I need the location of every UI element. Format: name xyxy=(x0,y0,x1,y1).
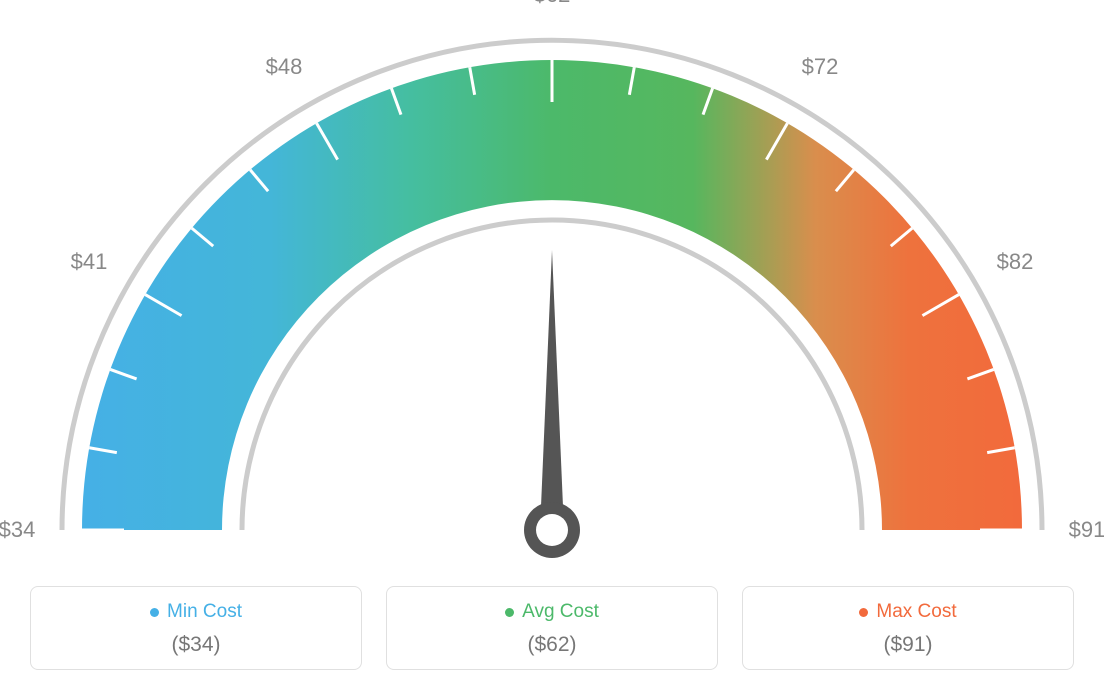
legend-label-max: Max Cost xyxy=(876,601,956,623)
gauge-tick-label: $62 xyxy=(534,0,571,8)
legend-label-min: Min Cost xyxy=(167,601,242,623)
legend-card-avg: Avg Cost ($62) xyxy=(386,586,718,670)
gauge-needle-base-hole xyxy=(536,514,568,546)
legend-value-max: ($91) xyxy=(753,633,1063,657)
gauge-area: $34 $41 $48 $62 $72 $82 $91 xyxy=(0,0,1104,560)
gauge-tick-label: $48 xyxy=(266,54,303,80)
legend-title-avg: Avg Cost xyxy=(505,601,599,623)
gauge-svg xyxy=(0,0,1104,560)
gauge-chart-container: $34 $41 $48 $62 $72 $82 $91 Min Cost ($34) Avg… xyxy=(0,0,1104,690)
legend-value-avg: ($62) xyxy=(397,633,707,657)
gauge-tick-label: $72 xyxy=(802,54,839,80)
legend-row: Min Cost ($34) Avg Cost ($62) Max Cost (… xyxy=(30,586,1074,670)
gauge-needle xyxy=(540,250,564,530)
gauge-tick-label: $91 xyxy=(1069,517,1104,543)
gauge-tick-label: $41 xyxy=(71,249,108,275)
legend-title-min: Min Cost xyxy=(150,601,242,623)
legend-card-max: Max Cost ($91) xyxy=(742,586,1074,670)
legend-dot-min xyxy=(150,608,159,617)
legend-label-avg: Avg Cost xyxy=(522,601,599,623)
legend-value-min: ($34) xyxy=(41,633,351,657)
legend-dot-max xyxy=(859,608,868,617)
gauge-tick-label: $34 xyxy=(0,517,35,543)
gauge-tick-label: $82 xyxy=(997,249,1034,275)
legend-card-min: Min Cost ($34) xyxy=(30,586,362,670)
legend-title-max: Max Cost xyxy=(859,601,956,623)
legend-dot-avg xyxy=(505,608,514,617)
